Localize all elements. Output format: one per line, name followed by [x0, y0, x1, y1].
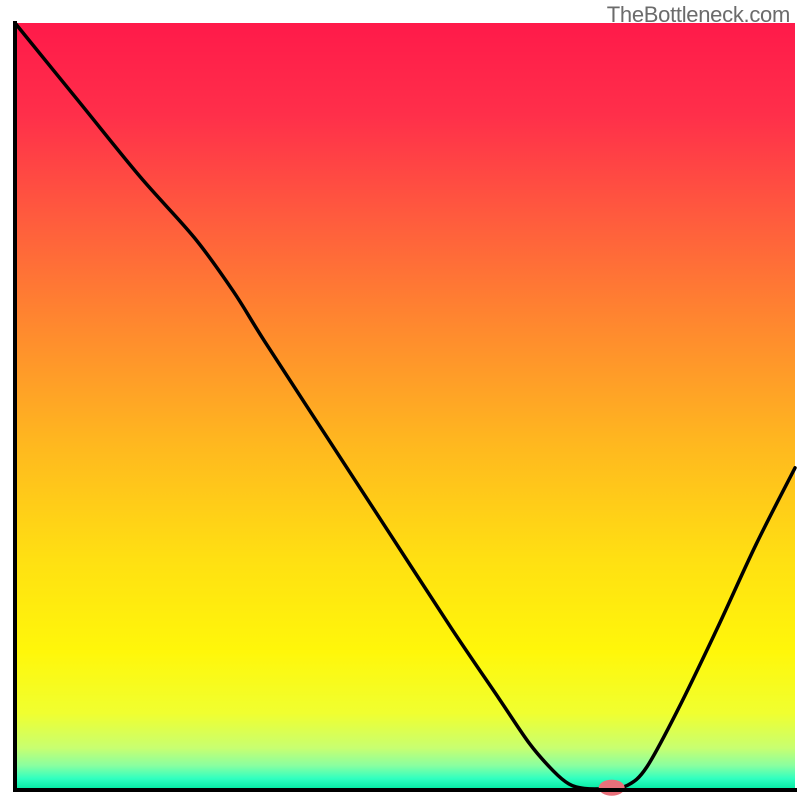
- plot-background: [15, 23, 795, 790]
- optimal-marker: [599, 780, 625, 796]
- watermark-text: TheBottleneck.com: [607, 2, 790, 28]
- chart-svg: [0, 0, 800, 800]
- bottleneck-chart: TheBottleneck.com: [0, 0, 800, 800]
